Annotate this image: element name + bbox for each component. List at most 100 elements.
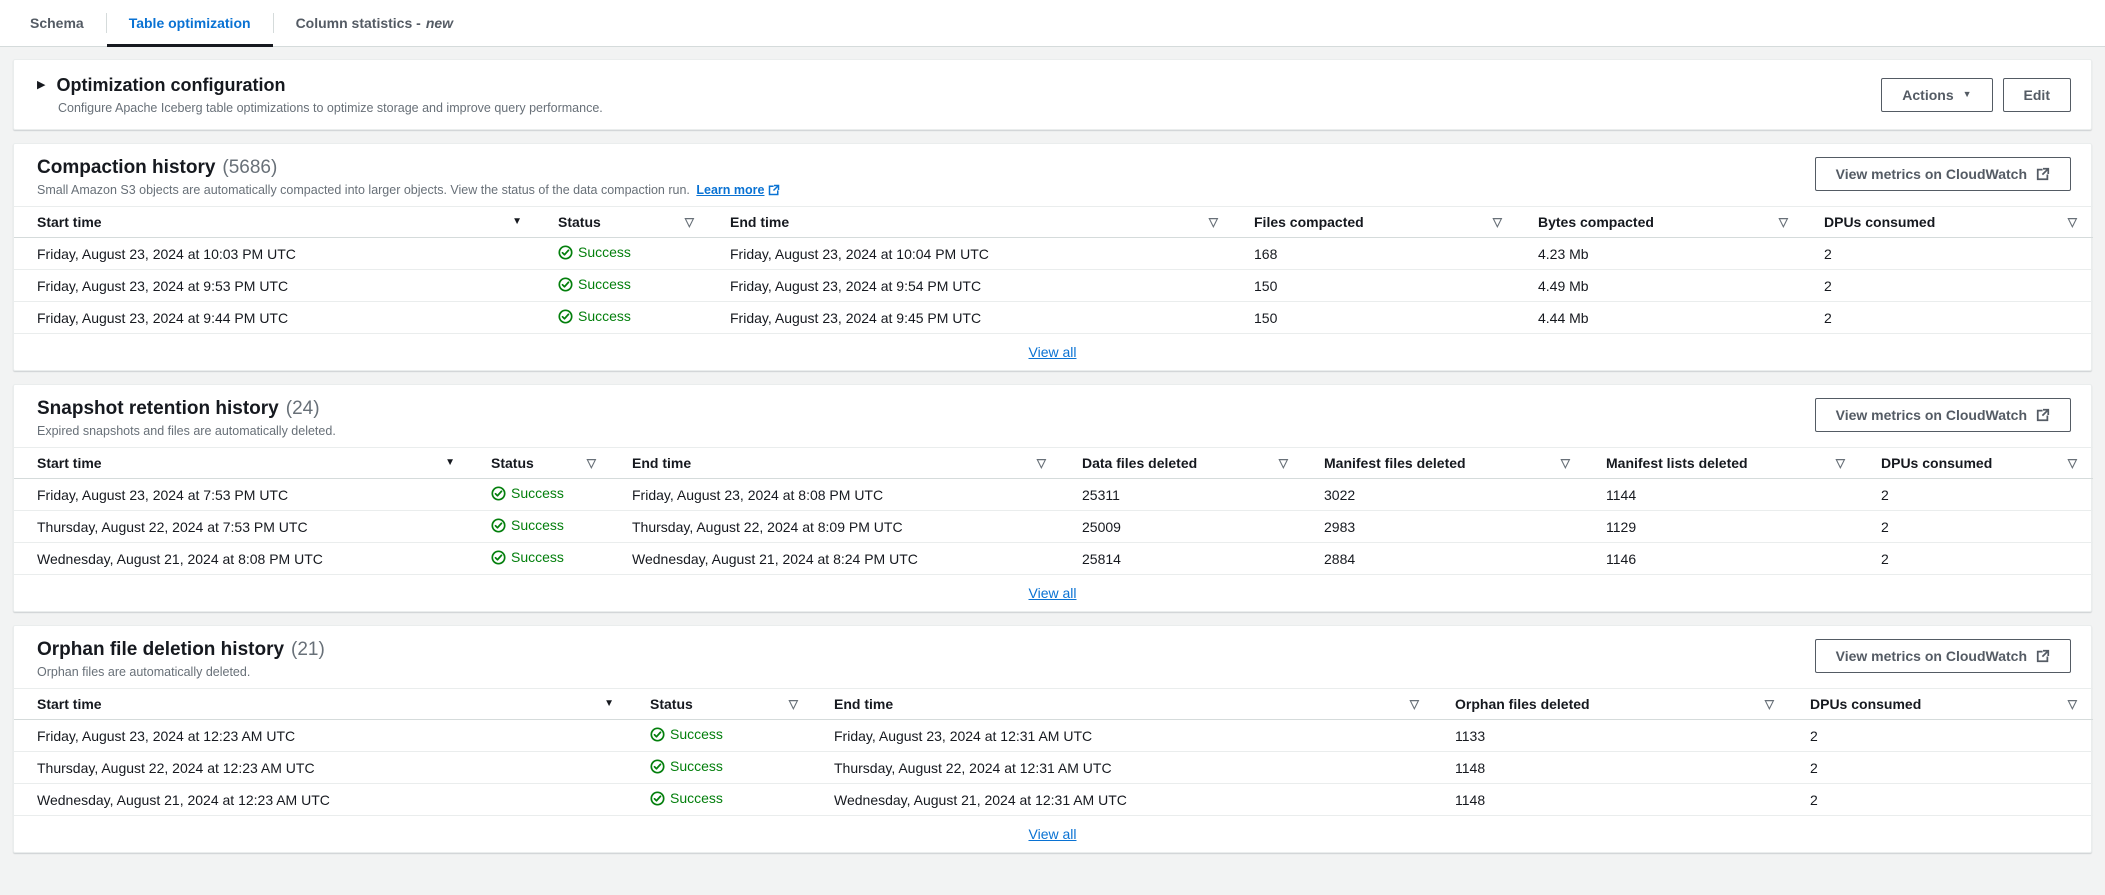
column-header-end-time[interactable]: End time ▽ [814,688,1435,720]
table-cell: 2 [1790,783,2093,816]
expand-triangle-icon[interactable]: ▶ [37,78,46,91]
learn-more-link[interactable]: Learn more [696,183,780,197]
table-cell: Success [630,751,814,784]
table-cell: 2 [1804,237,2093,270]
view-all-link[interactable]: View all [1028,585,1077,601]
column-header-label: DPUs consumed [1881,455,1993,471]
view-metrics-cloudwatch-button[interactable]: View metrics on CloudWatch [1814,639,2071,673]
column-header-manifest-files-deleted[interactable]: Manifest files deleted ▽ [1304,447,1586,479]
column-header-files-compacted[interactable]: Files compacted ▽ [1234,206,1518,238]
column-header-orphan-files-deleted[interactable]: Orphan files deleted ▽ [1435,688,1790,720]
tab-bar: Schema Table optimization Column statist… [0,0,2105,47]
optimization-configuration-panel: ▶ Optimization configuration Configure A… [13,59,2092,130]
column-header-start-time[interactable]: Start time ▼ [14,447,471,479]
sort-descending-icon[interactable]: ▼ [445,457,455,468]
column-header-label: Status [650,696,693,712]
sort-caret-icon[interactable]: ▽ [1036,456,1046,470]
sort-caret-icon[interactable]: ▽ [1764,697,1774,711]
tab-schema[interactable]: Schema [8,0,106,46]
column-header-status[interactable]: Status ▽ [538,206,710,238]
column-header-label: End time [632,455,692,471]
sort-caret-icon[interactable]: ▽ [684,215,694,229]
table-row: Friday, August 23, 2024 at 9:44 PM UTC Su… [14,301,2093,334]
table-cell: Friday, August 23, 2024 at 10:04 PM UTC [710,237,1234,270]
history-table: Start time ▼ Status ▽ End time ▽ Files compact… [14,206,2093,334]
sort-caret-icon[interactable]: ▽ [2067,215,2077,229]
sort-caret-icon[interactable]: ▽ [1208,215,1218,229]
section-title: Compaction history (5686) [37,157,278,178]
table-cell: 2 [1861,510,2093,543]
actions-button[interactable]: Actions ▼ [1881,77,1993,112]
status-success: Success [491,549,564,565]
section-header-text: Snapshot retention history (24) Expired s… [37,398,339,438]
tab-table-optimization[interactable]: Table optimization [106,0,273,47]
table-cell: Thursday, August 22, 2024 at 12:23 AM UT… [14,751,630,784]
tab-table-optimization-label: Table optimization [128,15,251,31]
table-cell: Friday, August 23, 2024 at 7:53 PM UTC [14,478,471,511]
tab-column-statistics-label: Column statistics - [295,15,421,31]
column-header-end-time[interactable]: End time ▽ [710,206,1234,238]
column-header-label: DPUs consumed [1824,214,1936,230]
column-header-status[interactable]: Status ▽ [471,447,612,479]
sort-caret-icon[interactable]: ▽ [1835,456,1845,470]
section-description: Expired snapshots and files are automati… [37,424,336,438]
view-metrics-cloudwatch-button[interactable]: View metrics on CloudWatch [1814,398,2071,432]
column-header-label: DPUs consumed [1810,696,1922,712]
column-header-dpus-consumed[interactable]: DPUs consumed ▽ [1861,447,2093,479]
sort-caret-icon[interactable]: ▽ [788,697,798,711]
column-header-start-time[interactable]: Start time ▼ [14,688,630,720]
snapshot-history-section: Snapshot retention history (24) Expired s… [13,384,2093,612]
main-content: ▶ Optimization configuration Configure A… [0,47,2105,878]
sort-caret-icon[interactable]: ▽ [1409,697,1419,711]
column-header-dpus-consumed[interactable]: DPUs consumed ▽ [1804,206,2093,238]
table-cell: 25814 [1062,542,1304,575]
tab-schema-label: Schema [30,15,84,31]
table-row: Friday, August 23, 2024 at 9:53 PM UTC Su… [14,269,2093,302]
column-header-label: Manifest lists deleted [1606,455,1748,471]
sort-descending-icon[interactable]: ▼ [512,216,522,227]
success-status-icon [558,245,573,260]
table-row: Wednesday, August 21, 2024 at 12:23 AM U… [14,783,2093,816]
orphan-history-section: Orphan file deletion history (21) Orphan … [13,625,2093,853]
section-count: (21) [291,639,325,660]
sort-caret-icon[interactable]: ▽ [2067,456,2077,470]
section-count: (24) [285,398,320,419]
view-all-row: View all [14,816,2091,852]
sort-caret-icon[interactable]: ▽ [2067,697,2077,711]
table-header-row: Start time ▼ Status ▽ End time ▽ Data files de… [14,447,2093,479]
column-header-label: Status [558,214,601,230]
view-metrics-cloudwatch-button[interactable]: View metrics on CloudWatch [1814,157,2071,191]
edit-button[interactable]: Edit [2002,77,2071,112]
sort-descending-icon[interactable]: ▼ [604,698,614,709]
column-header-label: Files compacted [1254,214,1364,230]
column-header-data-files-deleted[interactable]: Data files deleted ▽ [1062,447,1304,479]
table-cell: 1148 [1435,751,1790,784]
table-cell: Friday, August 23, 2024 at 9:44 PM UTC [14,301,538,334]
column-header-end-time[interactable]: End time ▽ [612,447,1062,479]
sort-caret-icon[interactable]: ▽ [1278,456,1288,470]
column-header-start-time[interactable]: Start time ▼ [14,206,538,238]
column-header-bytes-compacted[interactable]: Bytes compacted ▽ [1518,206,1804,238]
tab-column-statistics[interactable]: Column statistics - new [274,0,475,46]
view-all-link[interactable]: View all [1028,826,1077,842]
success-status-icon [650,727,665,742]
column-header-status[interactable]: Status ▽ [630,688,814,720]
sort-caret-icon[interactable]: ▽ [1492,215,1502,229]
view-all-link[interactable]: View all [1028,344,1077,360]
column-header-label: Orphan files deleted [1455,696,1590,712]
table-cell: Success [471,510,612,543]
table-cell: 1133 [1435,719,1790,752]
table-cell: 2 [1861,478,2093,511]
config-panel-description: Configure Apache Iceberg table optimizat… [58,100,603,115]
column-header-dpus-consumed[interactable]: DPUs consumed ▽ [1790,688,2093,720]
success-status-icon [491,486,506,501]
sort-caret-icon[interactable]: ▽ [586,456,596,470]
table-cell: Friday, August 23, 2024 at 9:45 PM UTC [710,301,1234,334]
sort-caret-icon[interactable]: ▽ [1778,215,1788,229]
chevron-down-icon: ▼ [1962,89,1972,99]
column-header-label: End time [730,214,790,230]
history-table: Start time ▼ Status ▽ End time ▽ Orphan files … [14,688,2093,816]
table-cell: 2983 [1304,510,1586,543]
sort-caret-icon[interactable]: ▽ [1560,456,1570,470]
column-header-manifest-lists-deleted[interactable]: Manifest lists deleted ▽ [1586,447,1861,479]
